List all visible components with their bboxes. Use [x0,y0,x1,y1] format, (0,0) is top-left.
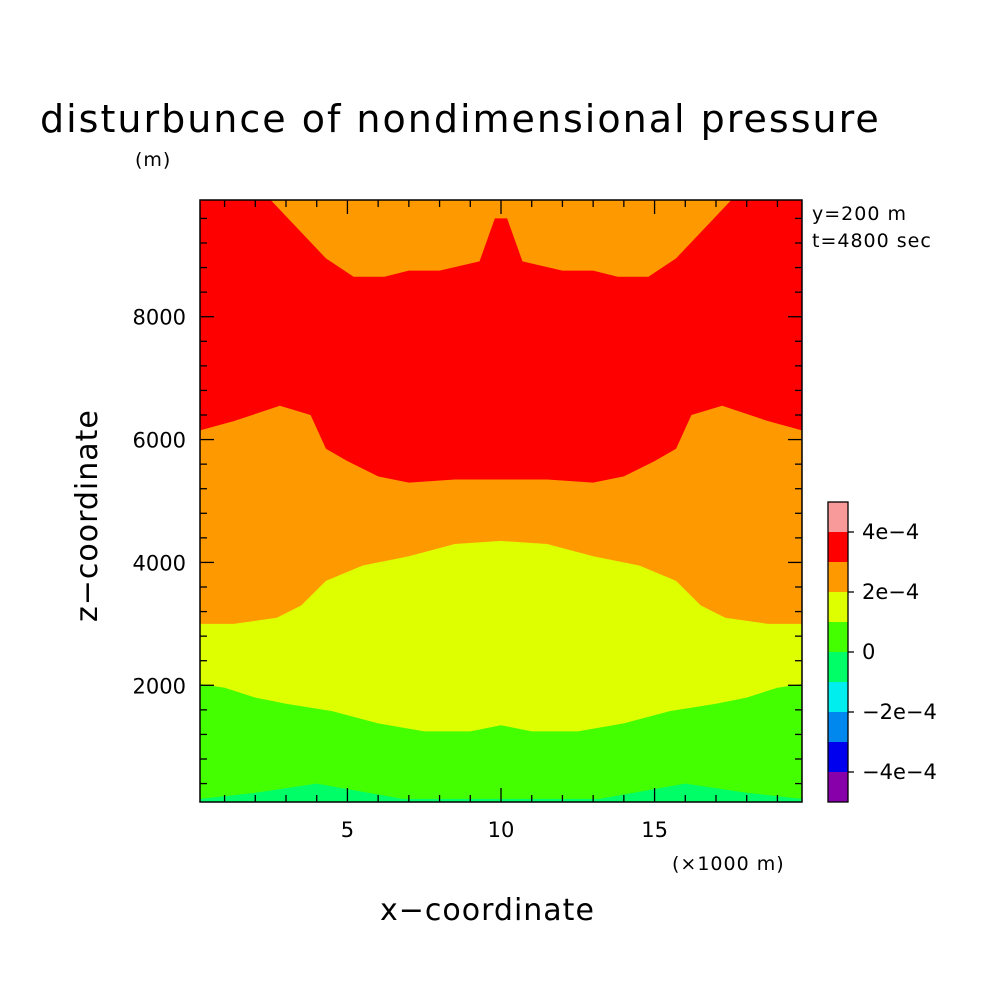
colorbar-cell [828,562,848,592]
x-tick-label: 10 [488,818,515,842]
x-tick-label: 15 [641,818,668,842]
colorbar: 4e−4 2e−4 0 −2e−4 −4e−4 [827,501,937,803]
colorbar-cell [828,592,848,622]
colorbar-label: −4e−4 [862,760,937,784]
colorbar-cell [828,772,848,802]
axis-tick-labels: 5 10 15 2000 4000 6000 8000 [133,306,668,842]
y-axis-label: z−coordinate [70,409,105,622]
colorbar-cell [828,742,848,772]
annotation-y: y=200 m [812,203,907,225]
y-tick-label: 2000 [133,674,186,698]
colorbar-label: 0 [862,640,875,664]
colorbar-cell [828,652,848,682]
colorbar-label: 2e−4 [862,580,919,604]
colorbar-label: −2e−4 [862,700,937,724]
colorbar-cell [828,712,848,742]
contour-region-above-above-4e-4-upper- [200,200,802,277]
x-unit-label: (×1000 m) [672,853,785,875]
y-tick-label: 8000 [133,306,186,330]
contour-fills [200,200,802,802]
chart-title: disturbunce of nondimensional pressure [40,97,881,141]
colorbar-cell [828,622,848,652]
axis-ticks [200,200,802,802]
colorbar-cell [828,682,848,712]
colorbar-cell [828,502,848,532]
colorbar-cell [828,532,848,562]
colorbar-label: 4e−4 [862,520,919,544]
contour-region-0-to-1e-4 [200,783,802,802]
x-tick-label: 5 [341,818,354,842]
y-tick-label: 4000 [133,551,186,575]
y-tick-label: 6000 [133,429,186,453]
x-axis-label: x−coordinate [380,893,595,928]
annotation-t: t=4800 sec [812,230,932,252]
y-unit-label: (m) [135,149,171,171]
